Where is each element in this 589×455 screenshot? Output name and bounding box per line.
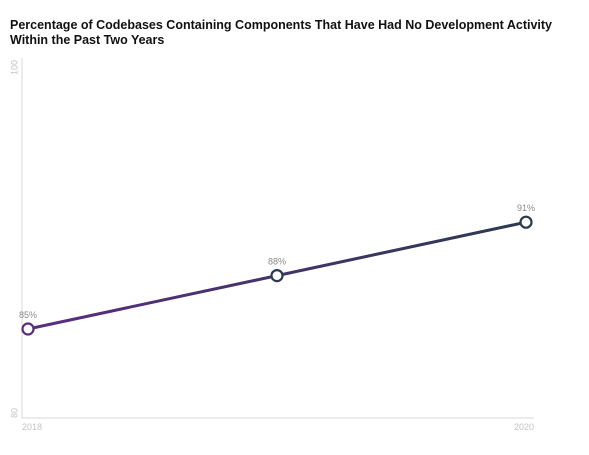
data-point — [519, 215, 533, 229]
chart-labels: 85% 88% 91% — [19, 203, 535, 320]
chart-title: Percentage of Codebases Containing Compo… — [10, 18, 570, 48]
data-point — [21, 322, 35, 336]
data-label: 85% — [19, 310, 37, 320]
x-tick-label: 2020 — [514, 422, 534, 432]
y-tick-label: 80 — [9, 408, 19, 418]
y-tick-label: 100 — [9, 60, 19, 75]
data-label: 88% — [268, 257, 286, 267]
chart-title-line-1: Percentage of Codebases Containing Compo… — [10, 18, 552, 32]
data-point — [270, 269, 284, 283]
x-tick-label: 2018 — [22, 422, 42, 432]
chart-series — [21, 215, 533, 336]
data-label: 91% — [517, 203, 535, 213]
chart-title-line-2: Within the Past Two Years — [10, 33, 165, 47]
